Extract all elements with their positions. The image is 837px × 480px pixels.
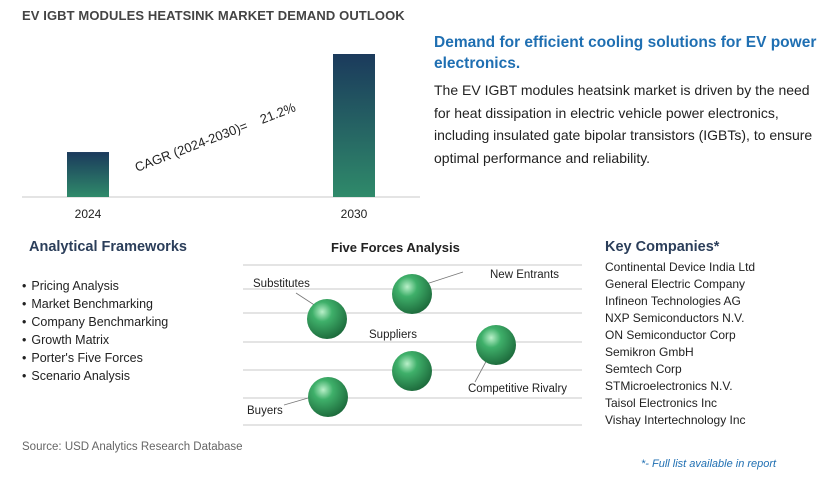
sphere-buyers bbox=[308, 377, 348, 417]
company-item: STMicroelectronics N.V. bbox=[605, 379, 733, 393]
sphere-competitive-rivalry bbox=[476, 325, 516, 365]
framework-item: Growth Matrix bbox=[22, 331, 168, 349]
footnote: *- Full list available in report bbox=[641, 458, 777, 470]
bar-2030 bbox=[333, 54, 375, 197]
source-note: Source: USD Analytics Research Database bbox=[22, 441, 243, 453]
company-item: NXP Semiconductors N.V. bbox=[605, 311, 745, 325]
summary-body: The EV IGBT modules heatsink market is d… bbox=[434, 82, 813, 166]
bar-2024 bbox=[67, 152, 109, 197]
companies-list: Continental Device India Ltd General Ele… bbox=[605, 259, 755, 429]
framework-item: Market Benchmarking bbox=[22, 295, 168, 313]
company-item: Semtech Corp bbox=[605, 362, 682, 376]
summary-heading: Demand for efficient cooling solutions f… bbox=[434, 34, 817, 72]
label-buyers: Buyers bbox=[247, 405, 283, 417]
five-forces-diagram: Substitutes New Entrants Suppliers Compe… bbox=[243, 264, 582, 426]
company-item: ON Semiconductor Corp bbox=[605, 328, 736, 342]
sphere-new-entrants bbox=[392, 274, 432, 314]
label-new-entrants: New Entrants bbox=[490, 269, 559, 281]
page-title: EV IGBT MODULES HEATSINK MARKET DEMAND O… bbox=[22, 8, 405, 23]
company-item: Continental Device India Ltd bbox=[605, 260, 756, 274]
x-tick-label: 2024 bbox=[75, 207, 102, 221]
company-item: Vishay Intertechnology Inc bbox=[605, 413, 746, 427]
sphere-substitutes bbox=[307, 299, 347, 339]
framework-item: Porter's Five Forces bbox=[22, 349, 168, 367]
company-item: Infineon Technologies AG bbox=[605, 294, 741, 308]
framework-item: Scenario Analysis bbox=[22, 367, 168, 385]
sphere-suppliers bbox=[392, 351, 432, 391]
framework-item: Pricing Analysis bbox=[22, 277, 168, 295]
framework-item: Company Benchmarking bbox=[22, 313, 168, 331]
company-item: General Electric Company bbox=[605, 277, 746, 291]
x-tick-label: 2030 bbox=[341, 207, 368, 221]
label-substitutes: Substitutes bbox=[253, 278, 310, 290]
label-competitive-rivalry: Competitive Rivalry bbox=[468, 383, 567, 395]
label-suppliers: Suppliers bbox=[369, 329, 417, 341]
bar-chart: 2024 2030 CAGR (2024-2030)= 21.2% bbox=[22, 54, 420, 221]
frameworks-list: Pricing Analysis Market Benchmarking Com… bbox=[22, 277, 168, 385]
five-forces-title: Five Forces Analysis bbox=[331, 240, 460, 255]
company-item: Taisol Electronics Inc bbox=[605, 396, 718, 410]
frameworks-title: Analytical Frameworks bbox=[29, 239, 187, 255]
company-item: Semikron GmbH bbox=[605, 345, 694, 359]
companies-title: Key Companies* bbox=[605, 239, 720, 255]
